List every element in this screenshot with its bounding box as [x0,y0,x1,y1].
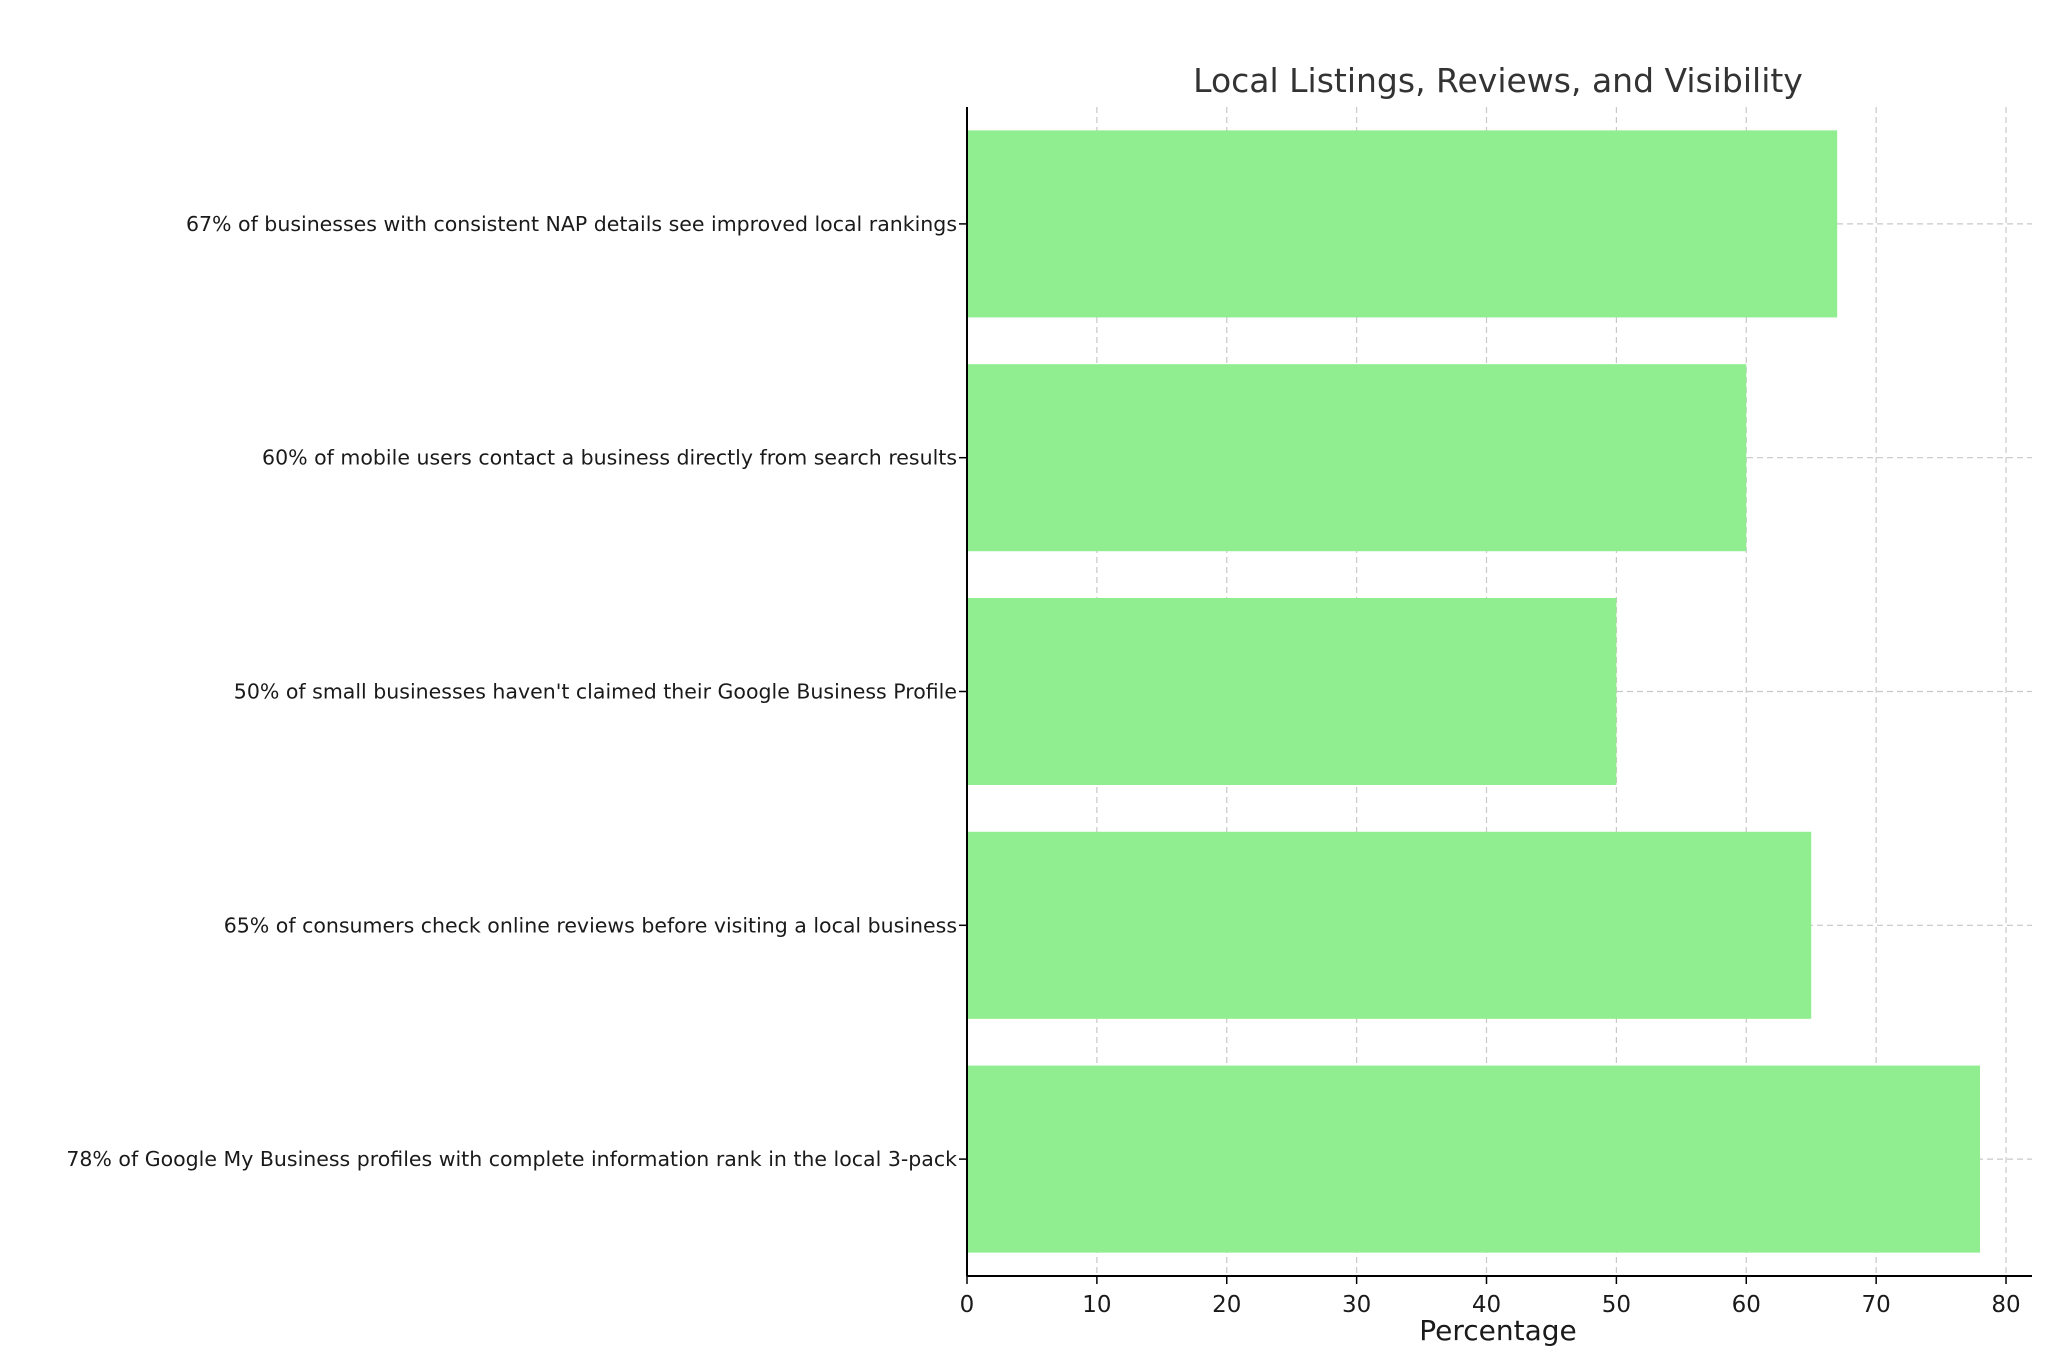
chart-title: Local Listings, Reviews, and Visibility [1193,61,1803,100]
axes [959,107,2032,1284]
bars [967,130,1981,1253]
bar [967,831,1812,1019]
category-label: 65% of consumers check online reviews be… [224,913,957,937]
x-tick-label: 80 [1991,1292,2020,1318]
x-tick-label: 40 [1472,1292,1501,1318]
x-tick-label: 50 [1602,1292,1631,1318]
category-label: 78% of Google My Business profiles with … [66,1147,957,1171]
category-labels: 67% of businesses with consistent NAP de… [66,212,957,1171]
x-axis-label: Percentage [1419,1314,1577,1347]
x-tick-label: 0 [960,1292,975,1318]
x-tick-label: 10 [1082,1292,1111,1318]
x-tick-label: 60 [1732,1292,1761,1318]
bar [967,1065,1981,1253]
bar [967,130,1838,318]
x-tick-label: 70 [1862,1292,1891,1318]
category-label: 60% of mobile users contact a business d… [262,446,957,470]
x-tick-label: 20 [1212,1292,1241,1318]
x-tick-labels: 0 10 20 30 40 50 60 70 80 [960,1292,2021,1318]
category-label: 50% of small businesses haven't claimed … [234,680,957,704]
x-tick-label: 30 [1342,1292,1371,1318]
category-label: 67% of businesses with consistent NAP de… [186,212,957,236]
bar [967,364,1747,552]
bar [967,597,1617,786]
